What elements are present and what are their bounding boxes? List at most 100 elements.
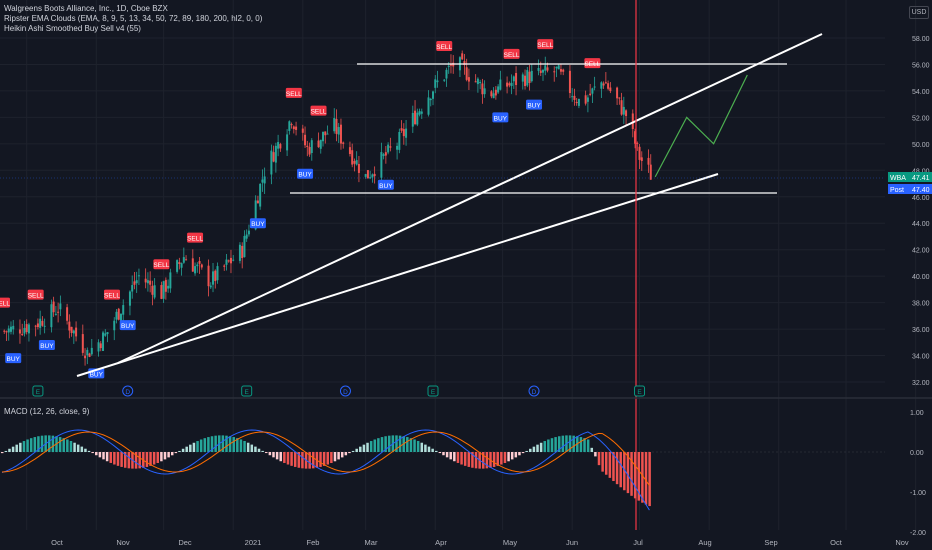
sell-signal-label: SELL <box>436 44 452 51</box>
macd-histogram-bar <box>138 452 141 469</box>
trendline-upper <box>117 33 823 364</box>
macd-histogram-bar <box>272 452 275 458</box>
macd-histogram-bar <box>395 435 398 452</box>
macd-histogram-bar <box>355 448 358 452</box>
candle-body <box>263 176 266 184</box>
candle-body <box>317 140 320 148</box>
candle-body <box>402 129 405 137</box>
macd-histogram-bar <box>514 452 518 458</box>
symbol-title[interactable]: Walgreens Boots Alliance, Inc., 1D, Cboe… <box>4 4 168 13</box>
candle-body <box>5 331 8 333</box>
macd-histogram-bar <box>615 452 619 485</box>
candle-body <box>476 78 479 85</box>
macd-histogram-bar <box>181 448 185 452</box>
candle-body <box>25 324 28 333</box>
macd-histogram-bar <box>348 452 351 454</box>
time-axis[interactable]: Oct Nov Dec 2021 Feb Mar Apr May Jun Jul Aug Sep Oct… <box>51 538 909 547</box>
time-axis-tick: Nov <box>895 538 909 547</box>
price-axis-tick: 44.00 <box>912 221 930 228</box>
sell-signal: SELL <box>285 87 302 98</box>
macd-histogram-bar <box>283 452 286 463</box>
macd-histogram-bar <box>189 444 192 452</box>
macd-histogram-bar <box>236 438 239 452</box>
macd-histogram-bar <box>160 452 163 462</box>
macd-histogram-bar <box>467 452 471 467</box>
macd-histogram-bar <box>290 452 293 466</box>
candle-body <box>12 325 15 330</box>
chart-legend: Walgreens Boots Alliance, Inc., 1D, Cboe… <box>4 4 262 34</box>
grid <box>0 0 917 530</box>
candle-body <box>600 82 603 89</box>
candle-body <box>382 154 385 156</box>
candle-body <box>310 140 313 154</box>
macd-histogram-bar <box>62 438 65 452</box>
buy-signal: BUY <box>5 353 22 364</box>
candle-body <box>70 326 73 333</box>
macd-histogram-bar <box>15 444 18 452</box>
candle-body <box>66 307 69 321</box>
candle-body <box>279 144 282 149</box>
macd-histogram-bar <box>547 439 550 452</box>
sell-signal: SELL <box>0 297 10 308</box>
candle-body <box>254 200 257 230</box>
macd-histogram-bar <box>127 452 131 469</box>
macd-histogram-bar <box>456 452 460 463</box>
macd-histogram-bar <box>261 450 264 452</box>
macd-histogram-bar <box>420 442 424 452</box>
indicator-heikin-ashi[interactable]: Heikin Ashi Smoothed Buy Sell v4 (55) <box>4 24 141 33</box>
currency-button[interactable]: USD <box>909 6 929 19</box>
candle-body <box>400 128 403 131</box>
macd-histogram-bar <box>98 452 102 458</box>
macd-histogram-bar <box>377 438 380 452</box>
macd-histogram-bar <box>73 442 76 452</box>
candle-body <box>573 95 576 100</box>
price-axis[interactable]: 58.00 56.00 54.00 52.00 50.00 48.00 46.00 44.00… <box>912 36 930 387</box>
macd-axis-tick: -2.00 <box>910 530 926 537</box>
time-axis-tick: Nov <box>116 538 130 547</box>
candle-body <box>429 98 432 101</box>
price-axis-tick: 46.00 <box>912 195 930 202</box>
candle-body <box>75 327 78 337</box>
candle-body <box>553 71 556 73</box>
macd-histogram-bar <box>221 435 225 452</box>
macd-histogram-bar <box>492 452 496 467</box>
candle-body <box>41 320 44 326</box>
candle-body <box>593 86 596 88</box>
sell-signal: SELL <box>153 259 170 270</box>
macd-line <box>1 429 650 511</box>
candle-body <box>357 163 360 173</box>
macd-histogram-bar <box>568 435 572 452</box>
macd-histogram-bar <box>312 452 315 469</box>
candle-body <box>57 311 60 313</box>
macd-histogram-bar <box>11 446 15 452</box>
macd-histogram-bar <box>586 439 590 452</box>
macd-legend[interactable]: MACD (12, 26, close, 9) <box>4 407 90 416</box>
candle-body <box>355 160 358 165</box>
macd-histogram-bar <box>648 452 651 507</box>
sell-signal: SELL <box>503 48 520 59</box>
candle-body <box>512 76 515 82</box>
indicator-ema-clouds[interactable]: Ripster EMA Clouds (EMA, 8, 9, 5, 13, 34… <box>4 14 263 23</box>
candle-body <box>256 200 259 204</box>
candle-body <box>616 87 619 99</box>
candle-body <box>178 262 181 264</box>
macd-histogram-bar <box>286 452 290 465</box>
macd-histogram-bar <box>105 452 109 462</box>
macd-histogram-bar <box>413 439 416 452</box>
macd-axis-tick: 1.00 <box>910 410 924 417</box>
macd-histogram-bar <box>40 435 44 452</box>
candle-body <box>18 329 21 334</box>
candle-body <box>128 291 131 306</box>
candle-body <box>494 89 497 96</box>
candle-body <box>135 280 138 284</box>
macd-histogram-bar <box>109 452 112 463</box>
sell-signal-label: SELL <box>537 42 553 49</box>
time-axis-tick: Dec <box>178 538 192 547</box>
macd-histogram-bar <box>427 446 431 452</box>
macd-histogram-bar <box>398 435 402 452</box>
price-axis-tick: 56.00 <box>912 62 930 69</box>
macd-histogram-bar <box>409 438 413 452</box>
candle-body <box>555 66 558 69</box>
